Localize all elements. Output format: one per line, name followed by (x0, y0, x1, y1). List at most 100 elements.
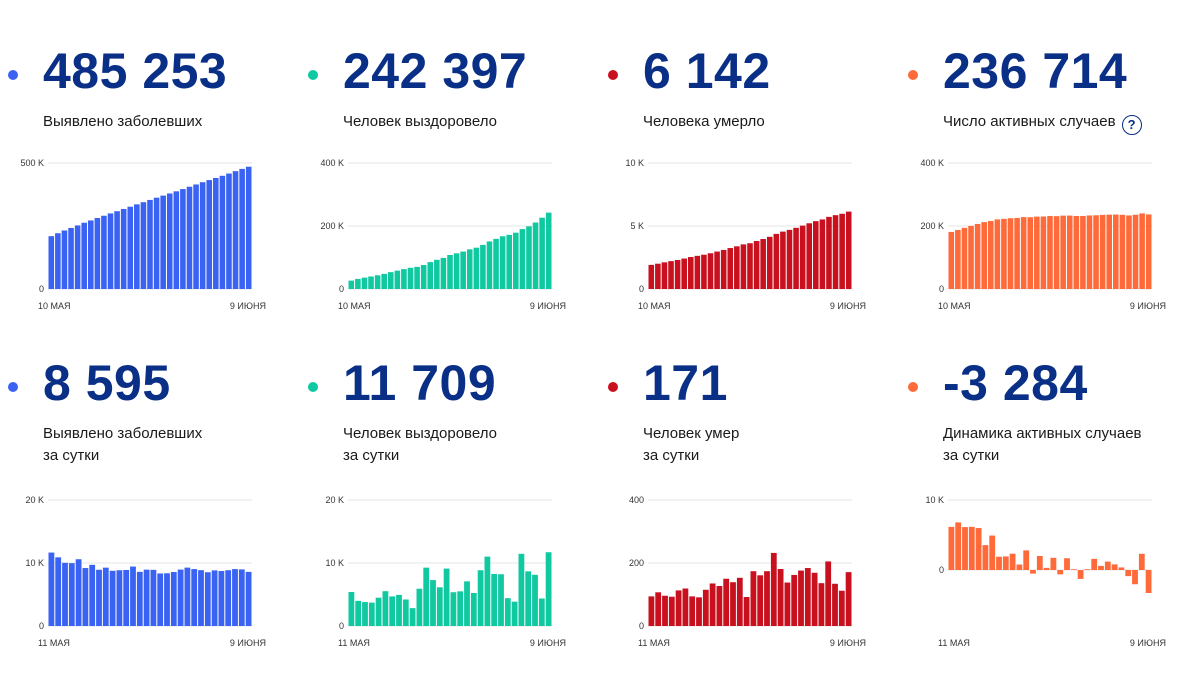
y-tick-label: 400 K (920, 158, 944, 168)
bar (434, 259, 440, 289)
bar (480, 244, 486, 289)
bar (401, 269, 407, 289)
x-end-label: 9 ИЮНЯ (530, 301, 566, 311)
bar (147, 199, 153, 289)
bar (709, 583, 716, 626)
bar (157, 573, 164, 626)
bar (702, 589, 709, 626)
bar (839, 213, 845, 289)
bar (1080, 215, 1086, 289)
bar (1119, 214, 1126, 289)
bar (518, 553, 525, 626)
bar (89, 564, 96, 626)
bar (136, 571, 143, 626)
bar (193, 184, 199, 289)
bar (416, 588, 423, 626)
bar (994, 219, 1001, 289)
bar (375, 597, 382, 626)
y-tick-label: 0 (939, 565, 944, 575)
bar (539, 217, 545, 289)
bar (348, 280, 355, 289)
bar (968, 225, 974, 289)
bar (436, 587, 443, 626)
bar (948, 231, 955, 289)
bar (402, 599, 409, 626)
bar (720, 249, 727, 289)
bar (450, 592, 457, 626)
active-daily-label: Динамика активных случаев (943, 425, 1142, 442)
recovered-daily-sublabel: за сутки (343, 447, 400, 464)
bar (348, 591, 355, 626)
bar (219, 175, 226, 289)
active-daily-sublabel: за сутки (943, 447, 1000, 464)
bar (736, 577, 743, 626)
bar (199, 182, 206, 289)
bar (477, 570, 484, 626)
bar (68, 227, 74, 289)
bar (750, 571, 757, 626)
series-dot (608, 382, 618, 392)
bar (975, 528, 982, 570)
help-icon[interactable]: ? (1121, 115, 1142, 135)
bar (166, 193, 173, 289)
bar (180, 189, 186, 289)
bar (1093, 215, 1099, 289)
bar (68, 563, 75, 626)
series-dot (908, 382, 918, 392)
bar (681, 258, 687, 289)
bar (1066, 215, 1073, 289)
bar (140, 202, 147, 289)
y-tick-label: 0 (639, 621, 644, 631)
bar (648, 596, 655, 626)
bar (662, 595, 668, 626)
bar (1145, 214, 1152, 289)
bar (164, 573, 170, 626)
x-end-label: 9 ИЮНЯ (230, 638, 266, 648)
y-tick-label: 10 K (925, 495, 944, 505)
x-end-label: 9 ИЮНЯ (530, 638, 566, 648)
bar (655, 263, 661, 289)
series-dot (908, 70, 918, 80)
bar (1106, 214, 1113, 289)
bar (716, 585, 723, 626)
bar (764, 571, 770, 626)
recovered-total-label: Человек выздоровело (343, 113, 497, 130)
bar (743, 597, 750, 626)
bar (211, 570, 218, 626)
bar (62, 562, 68, 626)
bar (668, 261, 674, 289)
bar (120, 208, 127, 289)
bar (355, 600, 362, 626)
x-start-label: 11 МАЯ (338, 638, 370, 648)
bar (727, 248, 734, 289)
confirmed-total-label: Выявлено заболевших (43, 113, 203, 130)
bar (1034, 216, 1040, 289)
bar (238, 569, 245, 626)
y-tick-label: 10 K (25, 558, 44, 568)
bar (191, 569, 198, 626)
bar (1113, 214, 1119, 289)
bar (1050, 557, 1057, 570)
bar (447, 255, 453, 289)
bar (81, 222, 87, 289)
y-tick-label: 200 K (320, 221, 344, 231)
bar (1023, 550, 1030, 570)
bar (127, 206, 134, 289)
y-tick-label: 10 K (625, 158, 644, 168)
bar (996, 556, 1002, 570)
bar (499, 236, 506, 289)
bar (102, 567, 109, 626)
bar (114, 211, 120, 289)
bar (206, 180, 213, 289)
confirmed-daily-label: Выявлено заболевших (43, 425, 203, 442)
bar (799, 225, 806, 289)
x-start-label: 11 МАЯ (638, 638, 670, 648)
bar (61, 230, 68, 289)
recovered-daily-label: Человек выздоровело (343, 425, 497, 442)
bar (245, 571, 252, 626)
bar (661, 262, 668, 289)
bar (55, 557, 62, 626)
bar (806, 223, 813, 289)
y-tick-label: 200 (629, 558, 644, 568)
bar (1047, 215, 1053, 289)
